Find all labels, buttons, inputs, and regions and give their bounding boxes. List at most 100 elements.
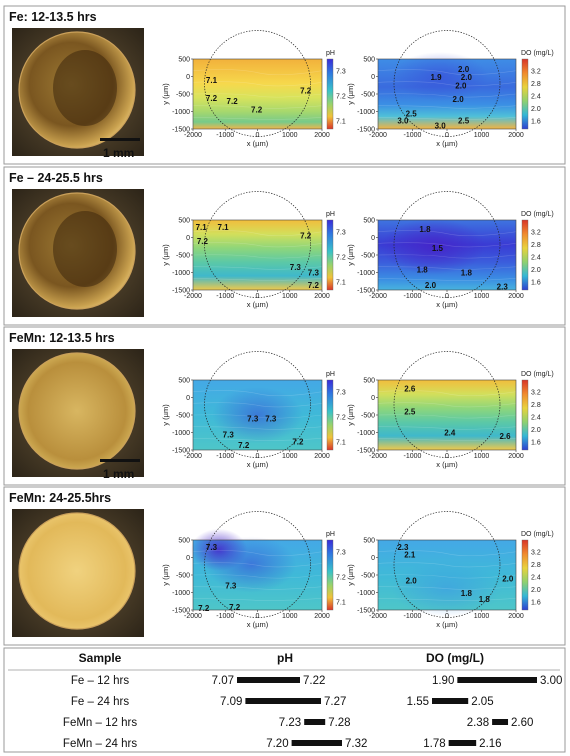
disc-outline [204, 351, 311, 458]
do-range-bar [492, 719, 509, 725]
x-axis-label: x (µm) [436, 139, 458, 148]
x-tick-label: -2000 [369, 293, 387, 300]
ph_map-contour-line [192, 105, 323, 109]
ph-range-bar [237, 677, 300, 683]
disc-outline [393, 191, 501, 298]
x-tick-label: 2000 [508, 132, 524, 139]
scale-bar-label: 1 mm [103, 467, 134, 481]
ph_map-contour-label: 7.3 [265, 415, 277, 424]
do_map-colorbar [521, 539, 529, 611]
panel-title: Fe: 12-13.5 hrs [9, 10, 97, 24]
ph_map-contour-label: 7.2 [300, 231, 312, 240]
ph_map-contour-label: 7.1 [206, 76, 218, 85]
x-axis-label: x (µm) [247, 139, 269, 148]
do_map-contour-label: 2.0 [425, 281, 437, 290]
y-tick-label: -1500 [357, 288, 375, 295]
ph_map-contour-line [192, 598, 323, 601]
summary-row: Fe – 12 hrs 7.07 7.22 1.90 3.00 [71, 675, 562, 687]
do_map-contour-line [377, 93, 517, 98]
do_map-contour-line [377, 574, 517, 579]
x-tick-label: 0 [256, 613, 260, 620]
x-tick-label: -2000 [184, 453, 202, 460]
do_map-contour-label: 1.8 [479, 595, 491, 604]
ph_map-contour-line [192, 117, 323, 120]
do_map-colorbar-tick: 2.0 [531, 106, 541, 113]
do_map-colorbar-tick: 2.8 [531, 81, 541, 88]
y-tick-label: 0 [371, 555, 375, 562]
ph_map-contour-label: 7.2 [292, 438, 304, 447]
scale-bar [100, 138, 140, 141]
y-axis-label: y (µm) [346, 83, 355, 105]
do_map-contour-line [377, 402, 517, 408]
ph_map-contour-line [192, 230, 323, 237]
disc-outline [204, 511, 311, 618]
ph-range-bar [304, 719, 326, 725]
do_map-colorbar-tick: 1.6 [531, 119, 541, 126]
do_map-heat-region [380, 218, 486, 275]
do-max-label: 2.60 [511, 717, 533, 729]
x-tick-label: -1000 [216, 613, 234, 620]
do_map-colorbar-tick: 3.2 [531, 230, 541, 237]
ph_map-colorbar-tick: 7.1 [336, 280, 346, 287]
y-axis-label: y (µm) [161, 564, 170, 586]
do_map-colorbar [521, 219, 529, 291]
ph_map-contour-label: 7.2 [206, 94, 218, 103]
panel-border [3, 166, 566, 326]
do_map-contour-label: 2.6 [499, 432, 511, 441]
micrograph-corrosion [53, 211, 117, 287]
y-axis-label: y (µm) [161, 404, 170, 426]
do_map-contour-label: 2.0 [406, 577, 418, 586]
ph_map-contour-line [192, 242, 323, 248]
do-range-bar [432, 698, 469, 704]
do_map-contour-line [377, 598, 517, 601]
ph_map-colorbar-tick: 7.3 [336, 550, 346, 557]
ph_map-colorbar-tick: 7.1 [336, 600, 346, 607]
ph_map-contour-label: 7.2 [238, 441, 250, 450]
panel-2: Fe – 24-25.5 hrs 7.1 7.1 7.2 7.2 7.3 7.3 7.2 -20… [3, 166, 566, 326]
ph_map-contour-label: 7.2 [197, 237, 209, 246]
x-tick-label: 1000 [474, 613, 490, 620]
do_map-colorbar-tick: 2.0 [531, 587, 541, 594]
do_map-heat-region [391, 52, 489, 101]
do_map-contour-line [377, 438, 517, 441]
ph_map-contour-line [192, 69, 323, 76]
ph_map-contour-label: 7.3 [308, 269, 320, 278]
do_map-colorbar-tick: 2.8 [531, 402, 541, 409]
x-tick-label: 2000 [314, 453, 330, 460]
ph_map-colorbar-label: pH [326, 211, 335, 218]
ph_map-contour-label: 7.3 [247, 415, 259, 424]
summary-header: Sample [79, 651, 122, 665]
do_map-contour-label: 2.0 [502, 575, 514, 584]
micrograph-disc [18, 512, 136, 630]
ph_map-contour-label: 7.2 [198, 604, 210, 613]
y-tick-label: 0 [371, 74, 375, 81]
summary-row: FeMn – 24 hrs 7.20 7.32 1.78 2.16 [63, 738, 502, 750]
do_map-contour-line [377, 117, 517, 120]
do_map-contour-label: 2.0 [453, 95, 465, 104]
do-min-label: 1.55 [407, 696, 429, 708]
y-tick-label: -1000 [172, 270, 190, 277]
do_map-colorbar-label: DO (mg/L) [521, 211, 554, 218]
do_map-contour-line [377, 550, 517, 557]
y-axis-label: y (µm) [346, 564, 355, 586]
panel-title: FeMn: 12-13.5 hrs [9, 331, 115, 345]
ph_map-colorbar-tick: 7.2 [336, 415, 346, 422]
do-range-bar [457, 677, 537, 683]
x-axis-label: x (µm) [436, 620, 458, 629]
do_map-contour-label: 2.6 [404, 384, 416, 393]
ph_map-colorbar-label: pH [326, 531, 335, 538]
do_map-contour-label: 3.0 [435, 122, 447, 131]
x-tick-label: 0 [256, 293, 260, 300]
do_map-contour-line [377, 426, 517, 430]
do_map-contour-label: 2.0 [461, 73, 473, 82]
x-tick-label: 0 [445, 132, 449, 139]
ph_map-contour-line [192, 402, 323, 408]
y-axis-label: y (µm) [161, 83, 170, 105]
ph_map-contour-label: 7.1 [218, 223, 230, 232]
y-tick-label: -500 [176, 413, 190, 420]
do_map-colorbar [521, 379, 529, 451]
y-tick-label: -1500 [172, 127, 190, 134]
y-tick-label: -1500 [172, 448, 190, 455]
